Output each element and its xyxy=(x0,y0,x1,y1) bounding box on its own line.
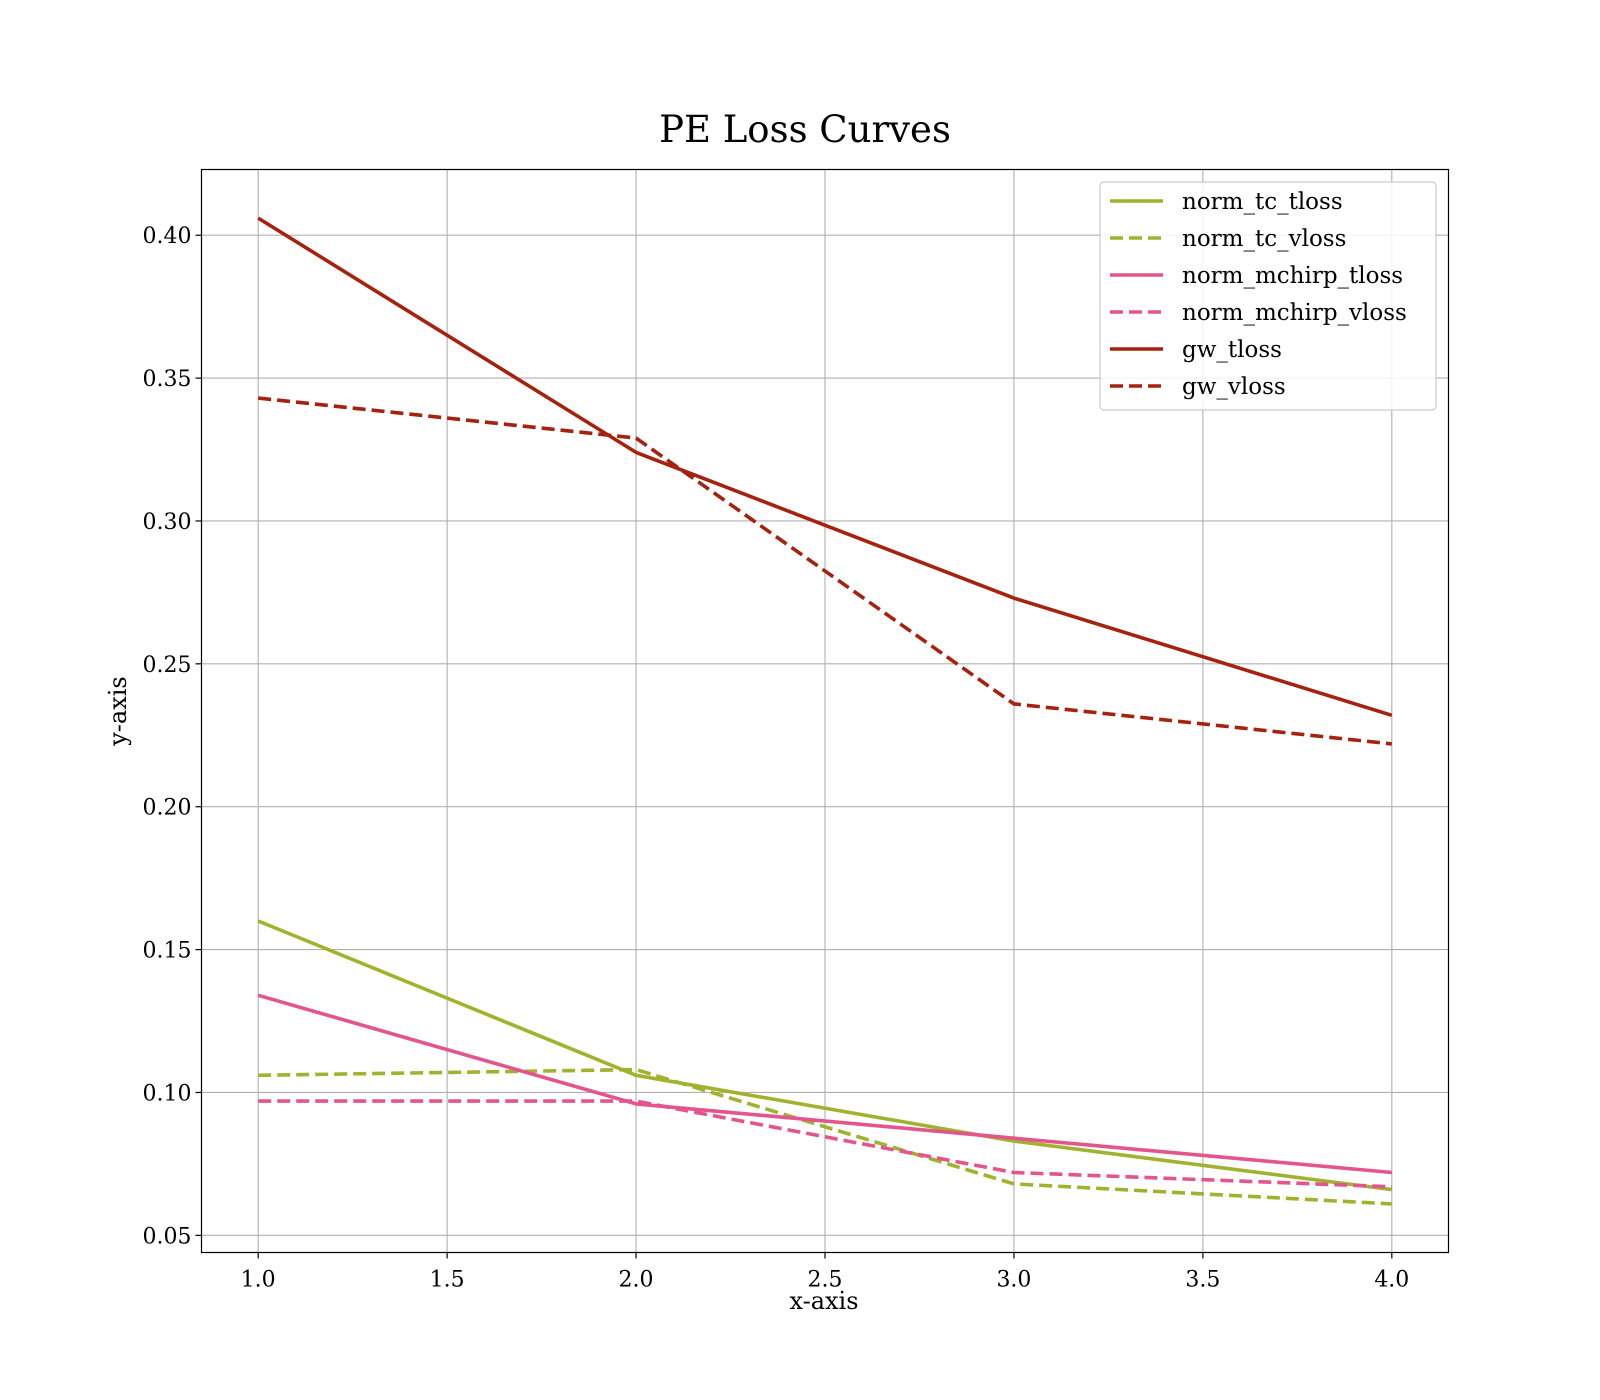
x-axis-ticks: 1.0 1.5 2.0 2.5 3.0 3.5 4.0 xyxy=(241,1252,1409,1293)
x-tick-label: 1.5 xyxy=(430,1268,465,1293)
y-tick-label: 0.25 xyxy=(143,653,192,678)
legend: norm_tc_tloss norm_tc_vloss norm_mchirp_tl… xyxy=(1099,181,1437,411)
legend-label: norm_tc_vloss xyxy=(1182,226,1346,252)
series-line-gw-tloss xyxy=(257,216,1393,718)
x-tick-label: 3.5 xyxy=(1185,1268,1220,1293)
series-line-norm-tc-tloss xyxy=(257,919,1393,1192)
series-lines xyxy=(257,216,1393,1206)
y-tick-label: 0.10 xyxy=(143,1081,192,1106)
y-tick-label: 0.05 xyxy=(143,1224,192,1249)
legend-label: norm_mchirp_tloss xyxy=(1182,263,1403,289)
y-tick-label: 0.40 xyxy=(143,224,192,249)
y-tick-label: 0.20 xyxy=(143,796,192,821)
x-tick-label: 1.0 xyxy=(241,1268,276,1293)
x-axis-label: x-axis xyxy=(789,1287,858,1315)
legend-label: gw_tloss xyxy=(1182,337,1282,363)
y-tick-label: 0.15 xyxy=(143,939,192,964)
legend-label: norm_tc_tloss xyxy=(1182,189,1343,215)
series-line-gw-vloss xyxy=(258,396,1392,746)
y-tick-label: 0.30 xyxy=(143,510,192,535)
legend-frame xyxy=(1099,181,1437,411)
legend-label: norm_mchirp_vloss xyxy=(1182,300,1407,326)
y-axis-label: y-axis xyxy=(104,676,132,747)
series-line-norm-tc-vloss xyxy=(258,1067,1392,1206)
series-line-norm-mchirp-vloss xyxy=(258,1099,1392,1189)
x-tick-label: 2.5 xyxy=(808,1268,843,1293)
series-line-norm-mchirp-tloss xyxy=(257,993,1392,1175)
x-tick-label: 3.0 xyxy=(996,1268,1031,1293)
y-axis-ticks: 0.05 0.10 0.15 0.20 0.25 0.30 0.35 0.40 xyxy=(143,224,202,1249)
x-tick-label: 4.0 xyxy=(1374,1268,1409,1293)
x-tick-label: 2.0 xyxy=(619,1268,654,1293)
legend-label: gw_vloss xyxy=(1182,374,1286,400)
chart-title: PE Loss Curves xyxy=(659,108,951,151)
y-tick-label: 0.35 xyxy=(143,367,192,392)
